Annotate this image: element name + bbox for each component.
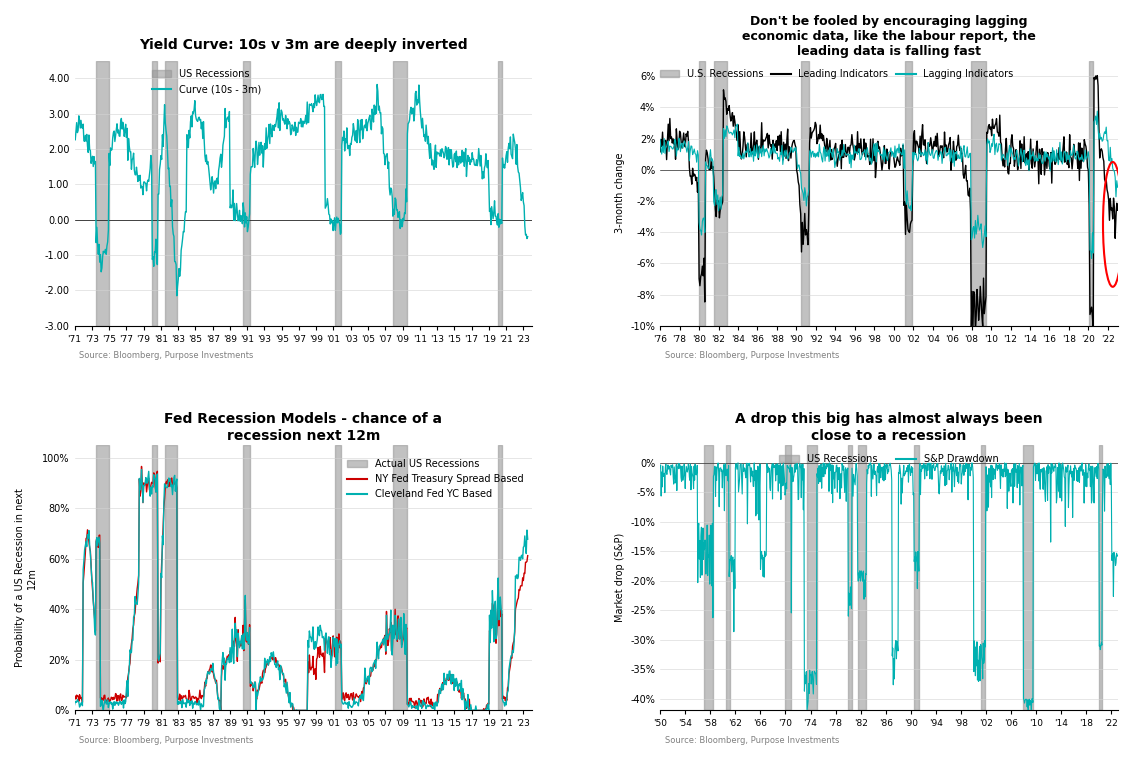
Y-axis label: 3-month change: 3-month change [615,153,625,233]
Title: Yield Curve: 10s v 3m are deeply inverted: Yield Curve: 10s v 3m are deeply inverte… [139,39,467,52]
Text: Source: Bloomberg, Purpose Investments: Source: Bloomberg, Purpose Investments [665,351,839,360]
Bar [243,445,249,711]
Bar [914,445,919,711]
Bar [1090,61,1093,326]
Bar [152,445,158,711]
Legend: U.S. Recessions, Leading Indicators, Lagging Indicators: U.S. Recessions, Leading Indicators, Lag… [655,65,1017,83]
Bar [704,445,713,711]
Bar [713,61,727,326]
Title: Don't be fooled by encouraging lagging
economic data, like the labour report, th: Don't be fooled by encouraging lagging e… [742,15,1035,58]
Bar [166,61,177,326]
Bar [96,445,109,711]
Bar [1023,445,1033,711]
Y-axis label: Market drop (S&P): Market drop (S&P) [615,534,625,622]
Bar [785,445,792,711]
Bar [498,445,502,711]
Bar [905,61,912,326]
Bar [393,445,407,711]
Bar [699,61,705,326]
Text: Source: Bloomberg, Purpose Investments: Source: Bloomberg, Purpose Investments [79,736,254,745]
Bar [857,445,866,711]
Bar [96,61,109,326]
Legend: US Recessions, S&P Drawdown: US Recessions, S&P Drawdown [776,450,1002,468]
Legend: US Recessions, Curve (10s - 3m): US Recessions, Curve (10s - 3m) [149,65,265,98]
Bar [981,445,985,711]
Bar [1100,445,1102,711]
Bar [726,445,730,711]
Bar [336,445,341,711]
Title: Fed Recession Models - chance of a
recession next 12m: Fed Recession Models - chance of a reces… [164,413,442,442]
Text: Source: Bloomberg, Purpose Investments: Source: Bloomberg, Purpose Investments [79,351,254,360]
Bar [336,61,341,326]
Bar [243,61,249,326]
Bar [971,61,987,326]
Text: Source: Bloomberg, Purpose Investments: Source: Bloomberg, Purpose Investments [665,736,839,745]
Bar [152,61,158,326]
Bar [807,445,816,711]
Bar [498,61,502,326]
Bar [393,61,407,326]
Bar [802,61,809,326]
Title: A drop this big has almost always been
close to a recession: A drop this big has almost always been c… [735,413,1042,442]
Bar [848,445,852,711]
Bar [166,445,177,711]
Legend: Actual US Recessions, NY Fed Treasury Spread Based, Cleveland Fed YC Based: Actual US Recessions, NY Fed Treasury Sp… [344,455,527,503]
Y-axis label: Probability of a US Recession in next
12m: Probability of a US Recession in next 12… [15,489,36,667]
